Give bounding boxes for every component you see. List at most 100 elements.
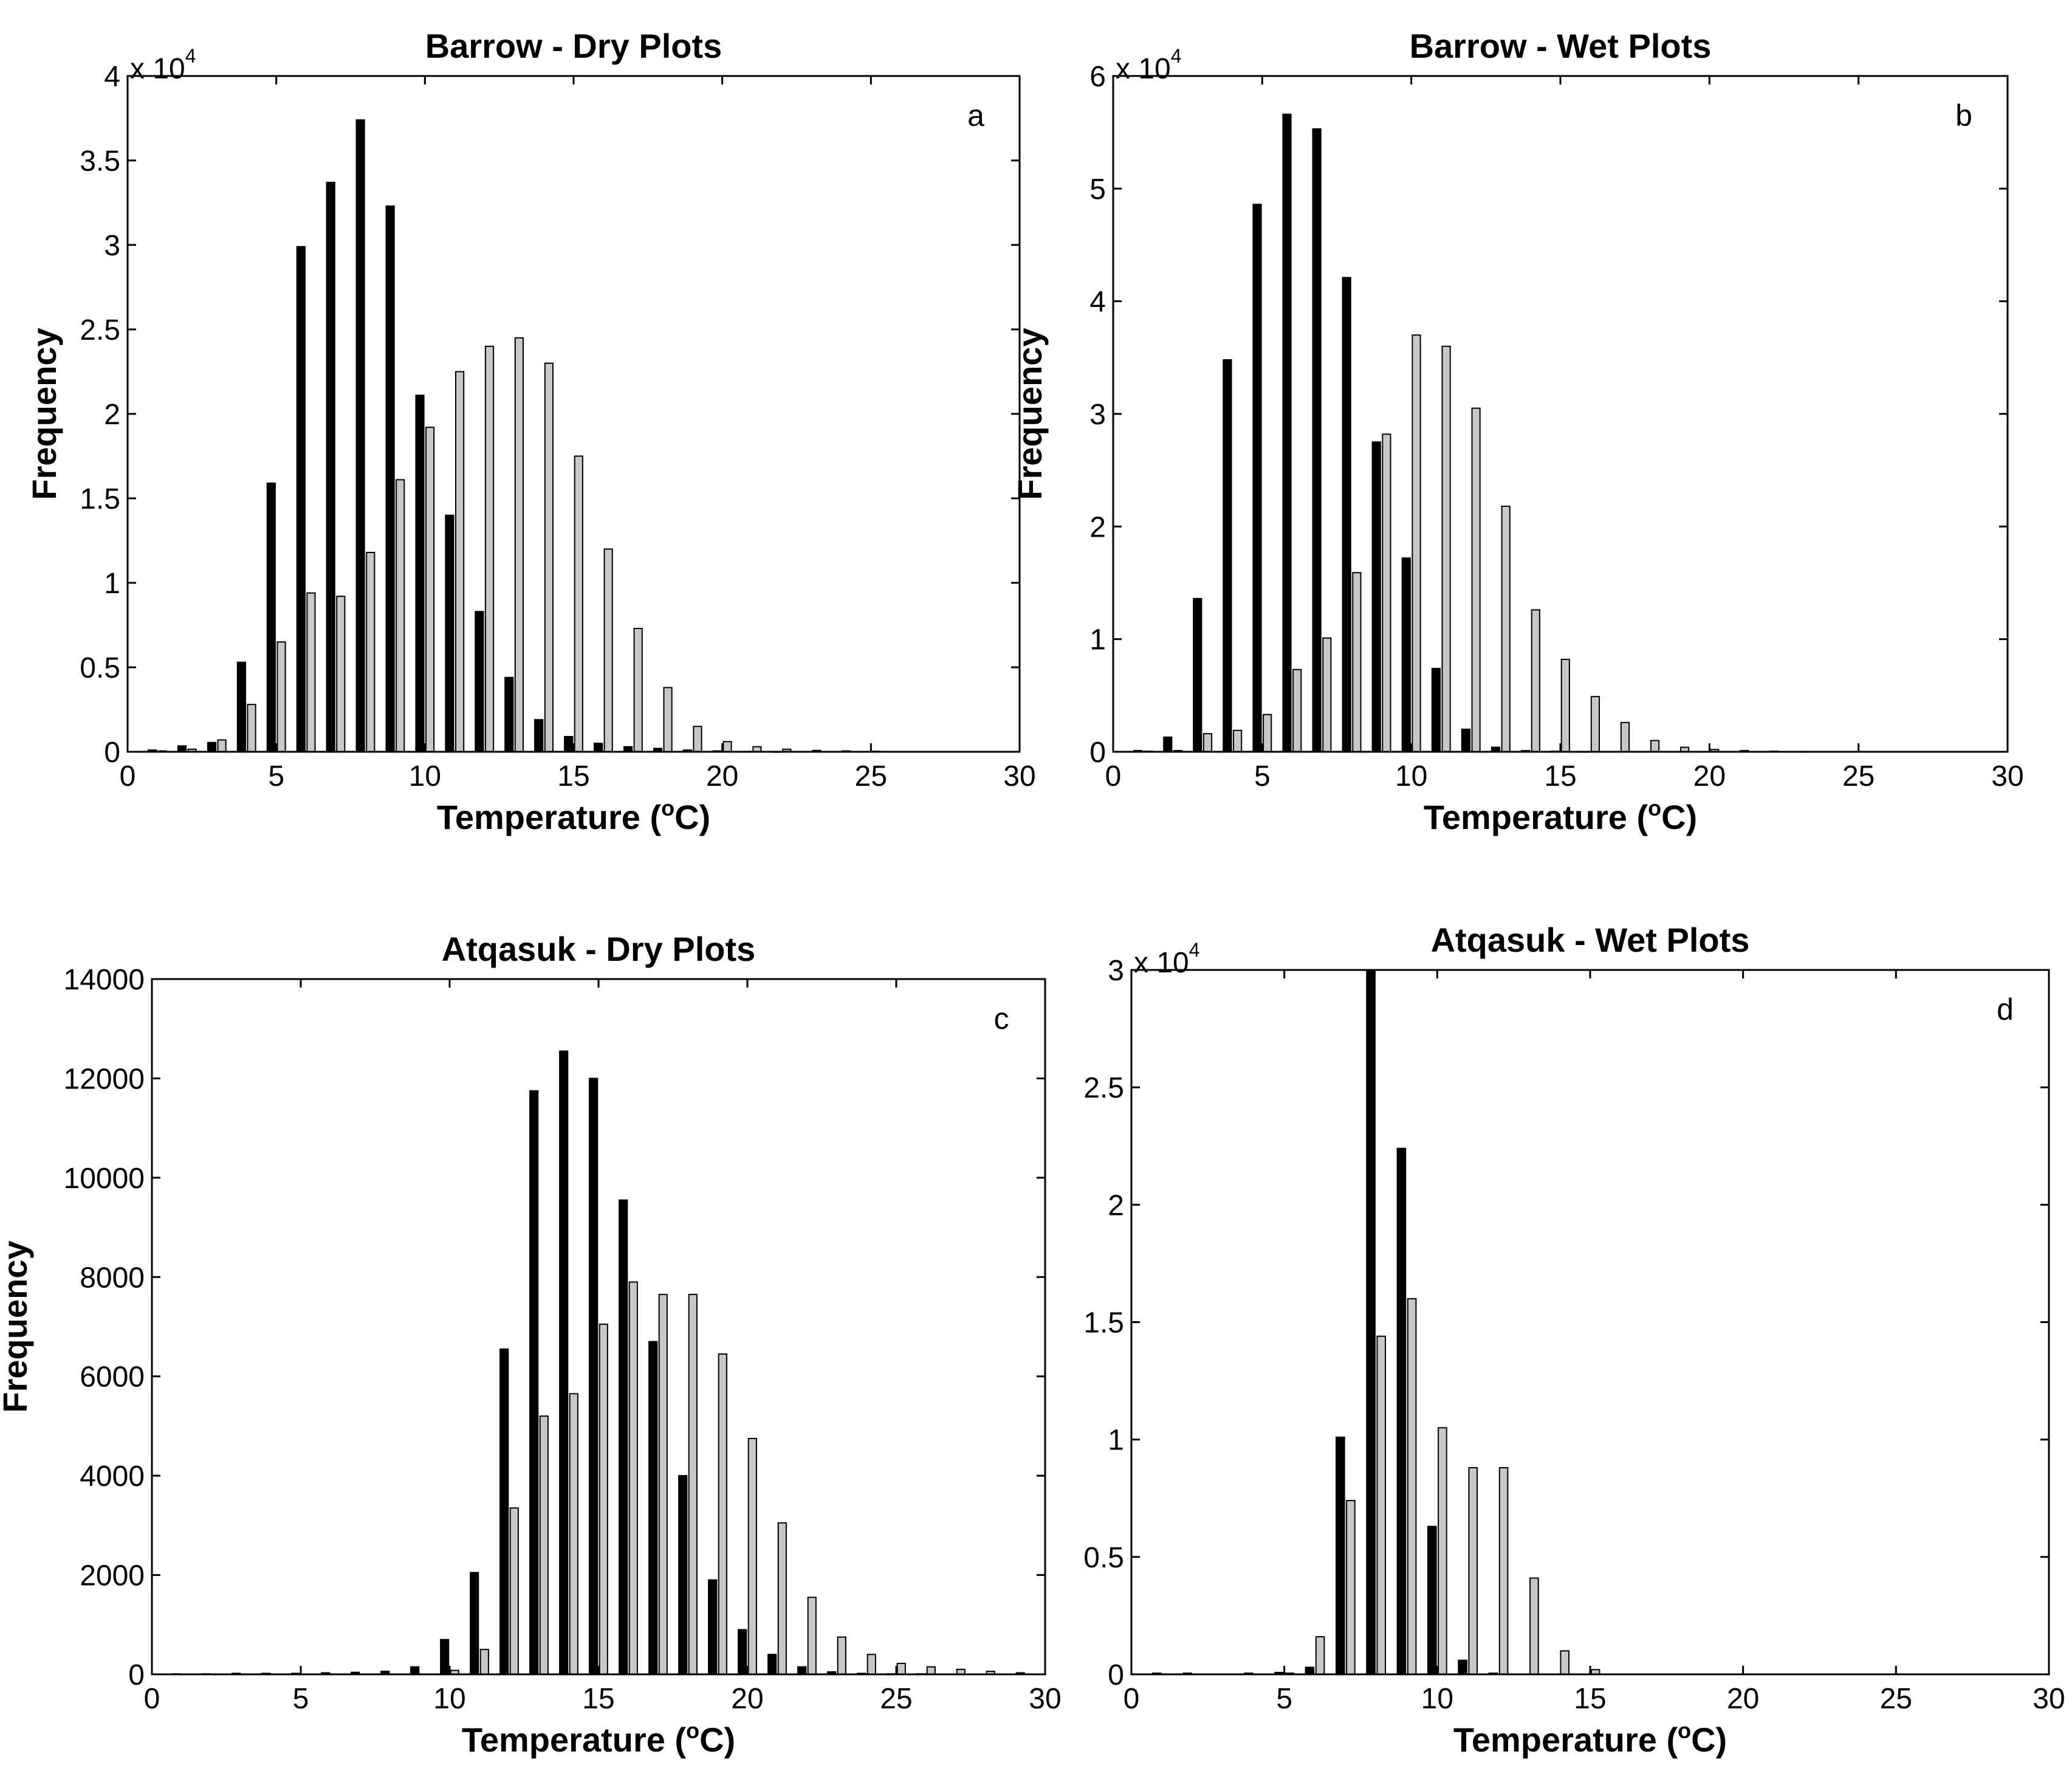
bar-series1-x6 xyxy=(1282,114,1292,752)
bar-series2-x10 xyxy=(1412,334,1421,752)
bar-series1-x7 xyxy=(1312,128,1322,753)
x-axis-label: Temperature (oC) xyxy=(1424,796,1697,836)
y-tick-label: 4 xyxy=(1089,286,1106,318)
y-tick-label: 1.5 xyxy=(1083,1307,1124,1339)
bar-series2-x15 xyxy=(599,1323,608,1675)
bar-series1-x16 xyxy=(619,1199,628,1675)
bar-series1-x7 xyxy=(326,182,335,753)
bar-series1-x10 xyxy=(1401,557,1411,752)
chart-panel-b: 0 5 10 15 20 25 30 0 1 2 3 4 5 6 x 104 Barrow - Wet Plo… xyxy=(1010,27,2024,836)
x-tick-label: 25 xyxy=(855,760,887,792)
x-tick-label: 0 xyxy=(1123,1683,1140,1715)
y-tick-label: 1.5 xyxy=(80,483,120,515)
bar-series2-x12 xyxy=(509,1507,519,1676)
bar-series2-x24 xyxy=(866,1654,876,1676)
y-axis-multiplier: x 104 xyxy=(130,45,196,85)
y-tick-label: 2.5 xyxy=(1083,1072,1124,1104)
axes-box xyxy=(151,978,1046,1676)
bar-series2-x8 xyxy=(366,552,376,752)
bar-series2-x8 xyxy=(1376,1335,1386,1675)
bar-series1-x12 xyxy=(1461,728,1471,753)
x-tick-label: 25 xyxy=(1842,760,1875,792)
panel-letter: b xyxy=(1955,98,1972,132)
y-axis-multiplier-exp: 4 xyxy=(1189,939,1200,961)
panel-letter: c xyxy=(994,1002,1009,1036)
y-tick-label: 0 xyxy=(1089,737,1106,769)
y-tick-label: 5 xyxy=(1089,173,1106,205)
y-tick-label: 10000 xyxy=(64,1163,145,1195)
x-tick-label: 5 xyxy=(268,760,284,792)
bar-series2-x19 xyxy=(718,1353,727,1675)
bar-series1-x12 xyxy=(475,611,484,752)
bar-series2-x18 xyxy=(688,1293,698,1675)
x-tick-label: 10 xyxy=(409,760,441,792)
bar-series1-x3 xyxy=(207,741,217,752)
y-tick-label: 3 xyxy=(104,230,120,262)
x-tick-label: 10 xyxy=(1421,1683,1453,1715)
bar-series1-x9 xyxy=(410,1666,420,1675)
bar-series2-x9 xyxy=(396,479,405,753)
y-tick-label: 8000 xyxy=(80,1262,145,1294)
bar-series2-x21 xyxy=(777,1522,787,1676)
bar-series2-x10 xyxy=(425,427,435,752)
bar-series2-x25 xyxy=(896,1663,906,1675)
y-tick-label: 6 xyxy=(1089,61,1106,93)
bar-series2-x11 xyxy=(1468,1467,1478,1675)
bar-series1-x2 xyxy=(1163,736,1173,753)
y-tick-label: 4000 xyxy=(80,1460,145,1493)
y-tick-label: 0.5 xyxy=(80,652,120,684)
x-tick-label: 20 xyxy=(1693,760,1726,792)
x-axis-label: Temperature (oC) xyxy=(462,1718,735,1759)
chart-panel-c: 0 5 10 15 20 25 30 0 2000 4000 6000 8000 10000 12000 1… xyxy=(0,930,1062,1759)
bar-series2-x14 xyxy=(569,1393,578,1676)
bar-series2-x15 xyxy=(1560,659,1570,752)
x-tick-label: 10 xyxy=(1395,760,1427,792)
y-tick-label: 0 xyxy=(1108,1659,1124,1691)
bar-series2-x7 xyxy=(1322,637,1332,753)
x-axis-label: Temperature (oC) xyxy=(437,796,710,836)
x-tick-label: 5 xyxy=(293,1683,309,1715)
y-tick-label: 4 xyxy=(104,61,120,93)
y-tick-label: 3.5 xyxy=(80,145,120,177)
bar-series1-x5 xyxy=(1252,204,1262,752)
bar-series2-x13 xyxy=(514,337,524,752)
bar-series1-x13 xyxy=(504,676,514,752)
bar-series2-x18 xyxy=(663,687,673,753)
panel-letter: a xyxy=(967,98,984,132)
chart-panel-d: 0 5 10 15 20 25 30 0 0.5 1 1.5 2 2.5 3 x 104 Atqasuk - … xyxy=(1083,921,2065,1759)
chart-title: Atqasuk - Dry Plots xyxy=(442,930,756,968)
bar-series2-x4 xyxy=(1233,729,1243,753)
bar-series1-x4 xyxy=(1223,359,1232,752)
bar-series2-x6 xyxy=(1292,669,1302,752)
bar-series2-x14 xyxy=(1560,1650,1569,1675)
x-tick-label: 20 xyxy=(706,760,738,792)
bar-series2-x12 xyxy=(1498,1467,1509,1675)
bar-series1-x11 xyxy=(445,514,455,752)
bar-series2-x15 xyxy=(574,455,583,752)
x-tick-label: 15 xyxy=(557,760,589,792)
y-tick-label: 2 xyxy=(1108,1189,1124,1222)
bar-series1-x7 xyxy=(1336,1436,1345,1676)
y-axis-multiplier: x 104 xyxy=(1116,45,1182,85)
bar-series1-x9 xyxy=(1396,1147,1407,1675)
chart-title: Barrow - Wet Plots xyxy=(1410,27,1712,65)
y-tick-label: 1 xyxy=(1108,1425,1124,1457)
bar-series1-x10 xyxy=(415,394,425,752)
bar-series1-x16 xyxy=(594,743,603,752)
bar-series1-x15 xyxy=(564,736,574,752)
bar-series2-x16 xyxy=(1590,696,1600,752)
y-axis-label: Frequency xyxy=(25,328,63,500)
y-tick-label: 0 xyxy=(128,1659,145,1691)
bar-series2-x17 xyxy=(658,1293,668,1675)
bar-series2-x5 xyxy=(1263,713,1272,753)
bar-series2-x5 xyxy=(276,641,286,753)
bar-series2-x7 xyxy=(336,596,346,753)
bar-series1-x11 xyxy=(470,1572,479,1675)
x-tick-label: 5 xyxy=(1254,760,1271,792)
bar-series1-x5 xyxy=(266,483,276,752)
bar-series1-x12 xyxy=(499,1348,509,1676)
bar-series2-x16 xyxy=(628,1281,638,1675)
y-axis-multiplier: x 104 xyxy=(1134,939,1200,979)
